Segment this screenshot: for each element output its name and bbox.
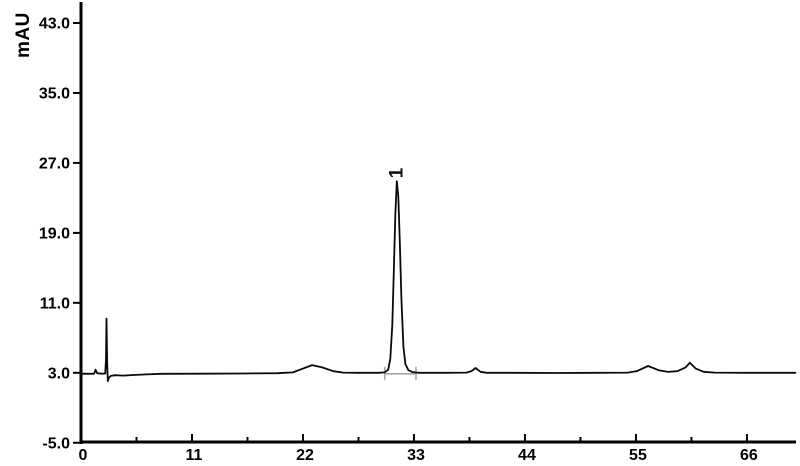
x-tick-label: 44 bbox=[518, 447, 536, 464]
x-tick-label: 33 bbox=[407, 447, 425, 464]
y-tick-label: 43.0 bbox=[39, 16, 70, 33]
y-tick-label: 3.0 bbox=[48, 365, 70, 382]
x-tick-label: 0 bbox=[79, 447, 88, 464]
chart-layer: -5.0 3.0 11.0 19.0 27.0 35.0 43.0 0 11 22 33 44 55 66… bbox=[39, 2, 797, 464]
y-tick-label: 27.0 bbox=[39, 155, 70, 172]
y-tick-label: -5.0 bbox=[42, 435, 70, 452]
y-tick-label: 35.0 bbox=[39, 85, 70, 102]
peak-number-label: 1 bbox=[386, 167, 407, 178]
x-tick-label: 55 bbox=[629, 447, 647, 464]
y-tick-label: 19.0 bbox=[39, 225, 70, 242]
x-tick-label: 11 bbox=[186, 447, 203, 464]
chromatogram-trace bbox=[80, 180, 797, 383]
y-axis-title: mAU bbox=[13, 12, 34, 58]
x-tick-label: 22 bbox=[296, 447, 314, 464]
x-tick-label: 66 bbox=[740, 447, 758, 464]
y-tick-label: 11.0 bbox=[40, 295, 70, 312]
